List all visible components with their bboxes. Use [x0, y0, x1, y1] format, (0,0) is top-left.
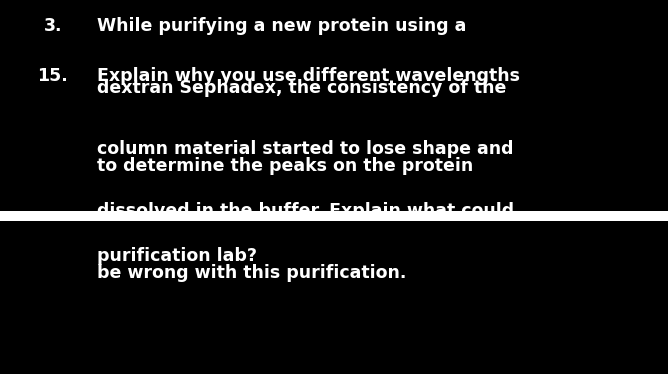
Text: 3.: 3.: [43, 17, 62, 35]
Text: purification lab?: purification lab?: [97, 247, 257, 265]
Text: While purifying a new protein using a: While purifying a new protein using a: [97, 17, 466, 35]
Text: dextran Sephadex, the consistency of the: dextran Sephadex, the consistency of the: [97, 79, 506, 96]
Text: to determine the peaks on the protein: to determine the peaks on the protein: [97, 157, 473, 175]
Text: be wrong with this purification.: be wrong with this purification.: [97, 264, 406, 282]
Text: Explain why you use different wavelengths: Explain why you use different wavelength…: [97, 67, 520, 85]
Text: dissolved in the buffer. Explain what could: dissolved in the buffer. Explain what co…: [97, 202, 514, 220]
Bar: [0, 0, 668, 211]
Text: column material started to lose shape and: column material started to lose shape an…: [97, 140, 514, 158]
Text: 15.: 15.: [37, 67, 67, 85]
Bar: [0, 221, 668, 374]
